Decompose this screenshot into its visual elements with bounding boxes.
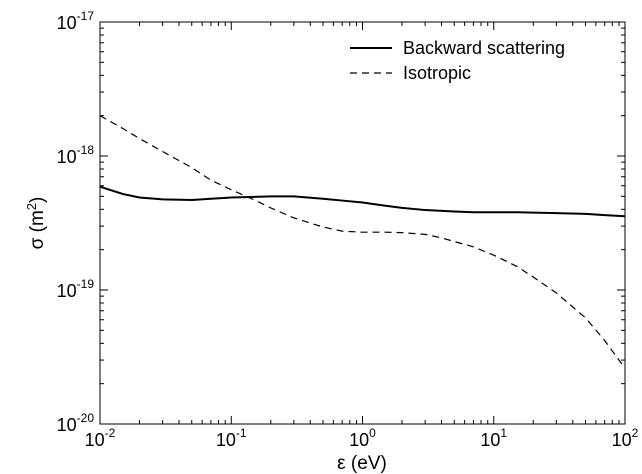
series-line-backward-scattering [99, 185, 626, 218]
y-tick-label: 10-18 [57, 143, 95, 167]
y-tick-label-base: 10 [57, 147, 77, 167]
series-line-isotropic [99, 115, 626, 369]
x-axis-label: ε (eV) [337, 453, 387, 474]
plot-area-frame [99, 21, 626, 425]
y-tick-label-base: 10 [57, 281, 77, 301]
y-tick-label-exp: -20 [77, 411, 95, 425]
y-axis-label-main: σ (m [27, 210, 48, 249]
x-tick-label-exp: 2 [632, 426, 639, 440]
x-tick-label-exp: 0 [369, 426, 376, 440]
x-tick-label-base: 10 [480, 430, 500, 450]
x-tick-label: 100 [349, 426, 376, 450]
y-tick-label: 10-20 [57, 411, 95, 435]
y-tick-label-exp: -17 [77, 9, 95, 23]
y-tick-label-exp: -18 [77, 143, 95, 157]
y-axis-label: σ (m2) [24, 197, 48, 250]
x-tick-label: 101 [480, 426, 507, 450]
y-tick-label-base: 10 [57, 13, 77, 33]
legend-label-isotropic: Isotropic [403, 63, 471, 83]
y-tick-label: 10-17 [57, 9, 95, 33]
y-axis-label-end: ) [27, 197, 48, 203]
series-group [99, 115, 626, 369]
y-tick-label-base: 10 [57, 415, 77, 435]
legend: Backward scattering Isotropic [350, 38, 565, 83]
y-tick-label-exp: -19 [77, 277, 95, 291]
x-tick-label-base: 10 [216, 430, 236, 450]
x-tick-label-base: 10 [85, 430, 105, 450]
x-tick-label-base: 10 [612, 430, 632, 450]
x-tick-label: 10-2 [85, 426, 116, 450]
x-tick-label: 10-1 [216, 426, 247, 450]
x-tick-label-exp: 1 [500, 426, 507, 440]
x-tick-label-exp: -2 [105, 426, 116, 440]
x-tick-label: 102 [612, 426, 639, 450]
legend-label-backward: Backward scattering [403, 38, 565, 58]
y-axis-label-sup: 2 [24, 203, 39, 210]
x-tick-label-base: 10 [349, 430, 369, 450]
y-tick-label: 10-19 [57, 277, 95, 301]
x-tick-label-exp: -1 [236, 426, 247, 440]
